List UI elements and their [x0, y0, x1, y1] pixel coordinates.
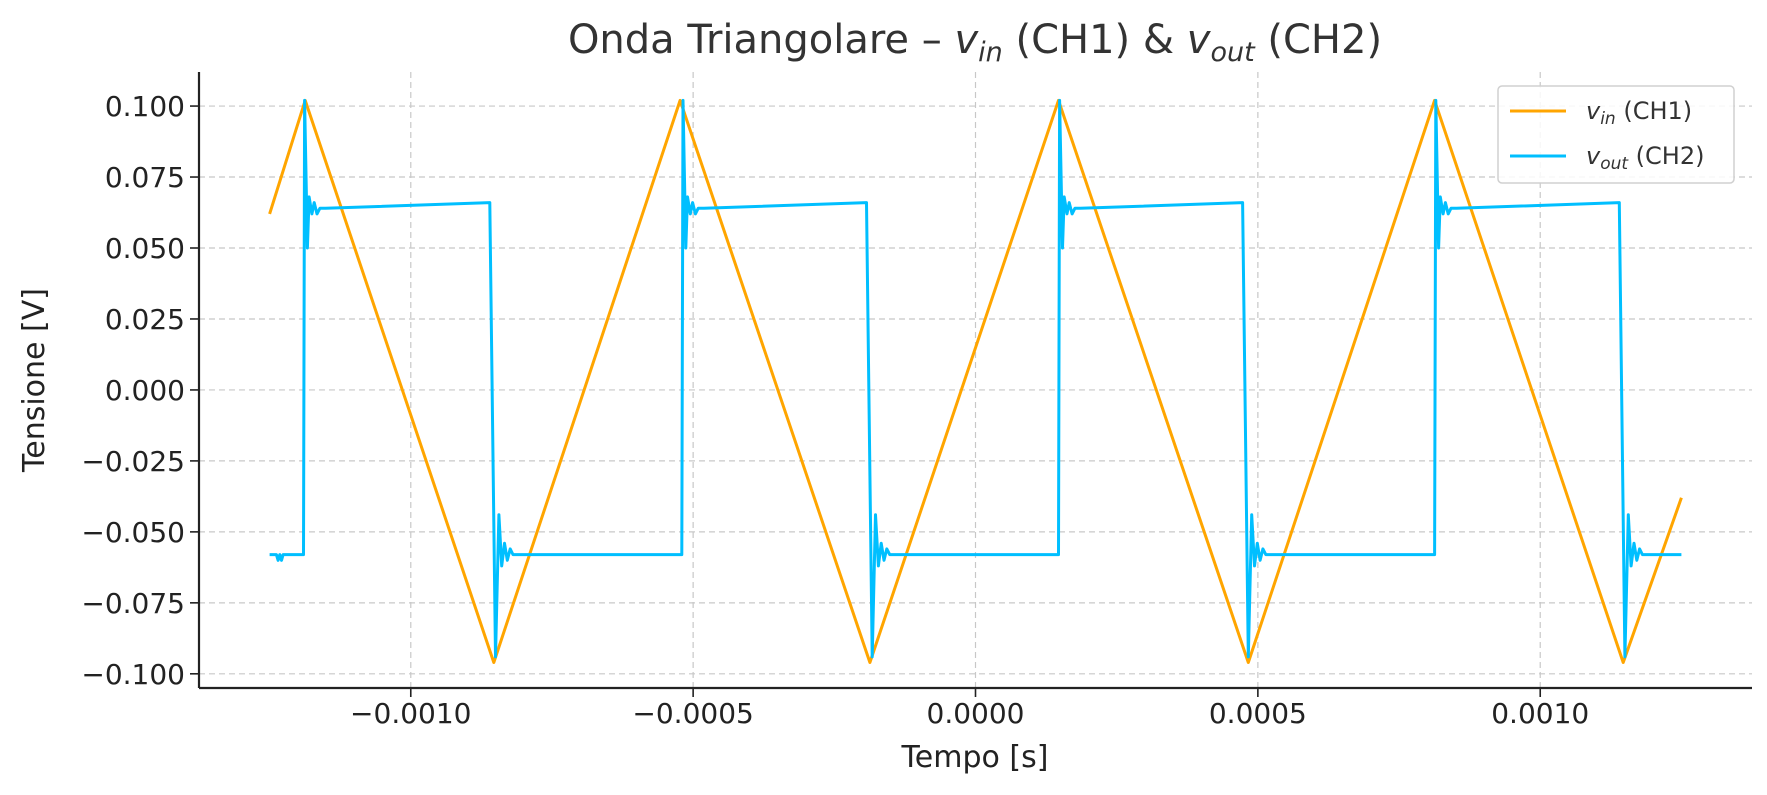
y-tick-label: −0.075 — [81, 587, 185, 620]
chart-title: Onda Triangolare – vin (CH1) & vout (CH2… — [568, 17, 1382, 68]
legend: vin (CH1) vout (CH2) — [1497, 85, 1735, 184]
y-tick-label: −0.025 — [81, 445, 185, 478]
series-line-vout — [269, 98, 1682, 659]
x-tick-label: −0.0010 — [350, 697, 471, 730]
y-tick-label: 0.075 — [105, 161, 185, 194]
series-line-vin — [268, 98, 1683, 664]
legend-label-vin: vin (CH1) — [1586, 97, 1692, 129]
y-tick-label: 0.050 — [105, 232, 185, 265]
series-layer — [268, 98, 1683, 664]
x-tick-label: −0.0005 — [632, 697, 753, 730]
y-tick-label: 0.100 — [105, 90, 185, 123]
x-axis-label: Tempo [s] — [901, 740, 1049, 775]
x-tick-label: 0.0000 — [927, 697, 1025, 730]
y-tick-label: 0.025 — [105, 303, 185, 336]
x-tick-label: 0.0005 — [1209, 697, 1307, 730]
y-tick-label: −0.100 — [81, 658, 185, 691]
x-tick-label: 0.0010 — [1491, 697, 1589, 730]
y-tick-label: −0.050 — [81, 516, 185, 549]
y-axis-label: Tensione [V] — [17, 288, 52, 473]
grid — [199, 72, 1752, 688]
legend-label-vout: vout (CH2) — [1586, 142, 1704, 174]
y-tick-label: 0.000 — [105, 374, 185, 407]
ticks: 0.100 0.075 0.050 0.025 0.000 −0.025 −0.050 −0.… — [81, 90, 1589, 730]
